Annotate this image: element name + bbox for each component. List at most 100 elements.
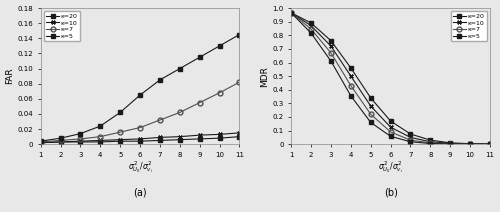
- κ=7: [98, 135, 103, 138]
- κ=10: [78, 140, 84, 142]
- κ=10: [288, 11, 294, 14]
- κ=10: [447, 142, 453, 145]
- κ=5: [117, 111, 123, 114]
- κ=10: [428, 141, 434, 143]
- κ=5: [388, 135, 394, 138]
- κ=10: [487, 143, 493, 145]
- κ=5: [408, 141, 414, 143]
- Line: κ=10: κ=10: [289, 10, 492, 146]
- κ=7: [428, 142, 434, 144]
- κ=7: [216, 92, 222, 94]
- κ=7: [78, 138, 84, 140]
- κ=10: [117, 138, 123, 141]
- κ=5: [196, 56, 202, 59]
- Line: κ=20: κ=20: [289, 11, 492, 146]
- κ=10: [408, 136, 414, 139]
- κ=10: [58, 141, 64, 143]
- κ=10: [157, 136, 163, 139]
- κ=10: [368, 105, 374, 107]
- Line: κ=7: κ=7: [289, 10, 492, 147]
- κ=5: [348, 95, 354, 97]
- κ=20: [137, 140, 143, 142]
- κ=7: [38, 141, 44, 143]
- X-axis label: $\sigma^2_{U_0}/\sigma^2_{v_i}$: $\sigma^2_{U_0}/\sigma^2_{v_i}$: [128, 159, 152, 175]
- κ=7: [157, 119, 163, 121]
- κ=20: [58, 141, 64, 143]
- Line: κ=5: κ=5: [289, 11, 492, 146]
- κ=10: [137, 138, 143, 140]
- κ=20: [196, 138, 202, 140]
- κ=10: [216, 133, 222, 136]
- κ=20: [368, 97, 374, 99]
- Line: κ=10: κ=10: [38, 130, 242, 145]
- κ=7: [408, 139, 414, 141]
- κ=7: [236, 81, 242, 84]
- κ=5: [216, 45, 222, 47]
- Line: κ=20: κ=20: [38, 135, 242, 145]
- κ=7: [137, 126, 143, 129]
- κ=20: [308, 22, 314, 24]
- κ=5: [328, 60, 334, 62]
- κ=10: [348, 75, 354, 77]
- Line: κ=7: κ=7: [38, 80, 242, 144]
- κ=7: [447, 142, 453, 145]
- κ=5: [38, 140, 44, 142]
- κ=10: [177, 135, 183, 138]
- κ=7: [288, 11, 294, 14]
- κ=10: [308, 24, 314, 27]
- κ=5: [78, 132, 84, 135]
- κ=5: [447, 143, 453, 145]
- κ=20: [408, 133, 414, 135]
- κ=5: [428, 142, 434, 145]
- κ=20: [117, 140, 123, 142]
- Legend: κ=20, κ=10, κ=7, κ=5: κ=20, κ=10, κ=7, κ=5: [450, 11, 487, 41]
- Line: κ=5: κ=5: [38, 32, 242, 143]
- κ=20: [348, 67, 354, 69]
- κ=10: [388, 126, 394, 128]
- κ=7: [308, 28, 314, 31]
- X-axis label: $\sigma^2_{U_0}/\sigma^2_{v_i}$: $\sigma^2_{U_0}/\sigma^2_{v_i}$: [378, 159, 403, 175]
- κ=5: [98, 125, 103, 127]
- Text: (a): (a): [134, 188, 147, 198]
- Text: (b): (b): [384, 188, 398, 198]
- κ=7: [467, 143, 473, 145]
- κ=7: [368, 113, 374, 116]
- κ=20: [157, 139, 163, 142]
- κ=10: [467, 143, 473, 145]
- κ=20: [428, 139, 434, 141]
- κ=7: [348, 84, 354, 87]
- κ=10: [38, 141, 44, 144]
- κ=7: [487, 143, 493, 145]
- κ=5: [58, 137, 64, 139]
- κ=10: [328, 45, 334, 47]
- κ=5: [288, 11, 294, 14]
- κ=7: [58, 139, 64, 142]
- κ=20: [98, 141, 103, 143]
- Y-axis label: FAR: FAR: [6, 68, 15, 84]
- κ=20: [328, 39, 334, 42]
- κ=5: [368, 121, 374, 124]
- κ=7: [388, 131, 394, 133]
- κ=5: [177, 67, 183, 70]
- κ=5: [487, 143, 493, 145]
- κ=10: [98, 139, 103, 142]
- κ=7: [177, 111, 183, 114]
- κ=20: [467, 142, 473, 145]
- κ=5: [137, 94, 143, 96]
- κ=7: [117, 131, 123, 133]
- κ=20: [236, 135, 242, 138]
- κ=7: [328, 52, 334, 54]
- κ=10: [236, 132, 242, 134]
- κ=5: [157, 79, 163, 81]
- κ=20: [388, 120, 394, 122]
- κ=5: [467, 143, 473, 145]
- κ=20: [288, 11, 294, 14]
- κ=5: [236, 33, 242, 36]
- κ=20: [78, 141, 84, 143]
- κ=5: [308, 32, 314, 35]
- κ=20: [38, 141, 44, 144]
- κ=7: [196, 101, 202, 104]
- κ=20: [216, 137, 222, 139]
- κ=20: [447, 142, 453, 144]
- Legend: κ=20, κ=10, κ=7, κ=5: κ=20, κ=10, κ=7, κ=5: [44, 11, 80, 41]
